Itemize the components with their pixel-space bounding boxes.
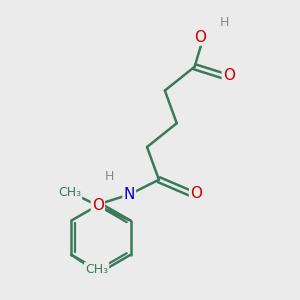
Text: methoxy: methoxy	[71, 193, 77, 194]
Text: methoxy: methoxy	[74, 193, 80, 194]
Text: CH₃: CH₃	[58, 186, 81, 199]
Text: O: O	[194, 30, 206, 45]
Text: N: N	[124, 187, 135, 202]
Text: O: O	[223, 68, 235, 83]
Text: H: H	[105, 170, 115, 183]
Text: O: O	[190, 186, 202, 201]
Text: O: O	[92, 198, 104, 213]
Text: H: H	[220, 16, 229, 29]
Text: CH₃: CH₃	[85, 263, 108, 276]
Text: methoxy: methoxy	[68, 193, 74, 194]
